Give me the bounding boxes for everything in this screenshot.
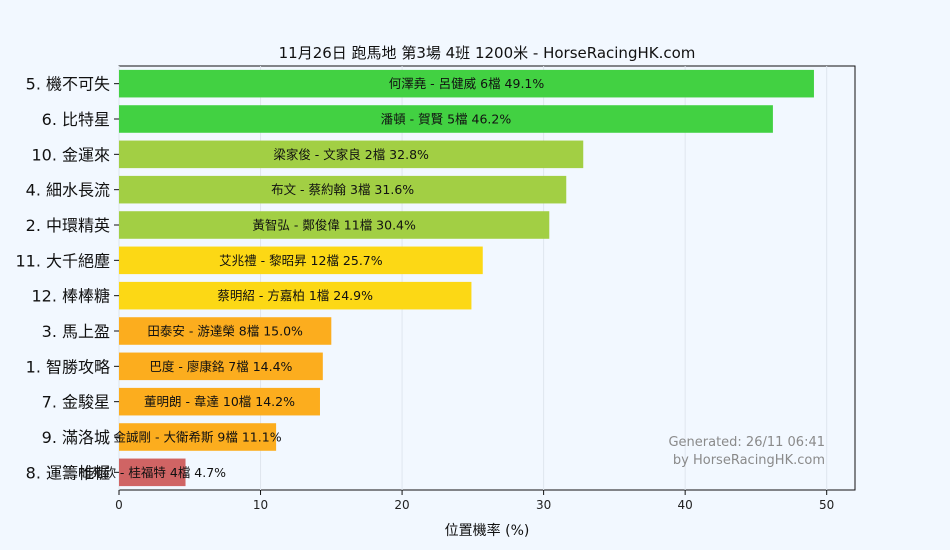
category-label: 11. 大千絕塵 <box>15 251 110 270</box>
bar-label: 何澤堯 - 呂健威 6檔 49.1% <box>389 76 545 91</box>
category-labels: 5. 機不可失 6. 比特星 10. 金運來 4. 細水長流 2. 中環精英 11. 大千… <box>15 75 119 482</box>
bar <box>119 317 332 345</box>
bar-label: 田泰安 - 游達榮 8檔 15.0% <box>147 324 303 339</box>
bar <box>119 105 773 133</box>
x-tick-label: 30 <box>536 498 551 512</box>
x-tick-label: 10 <box>253 498 268 512</box>
bar <box>119 211 550 239</box>
bar-label: 蔡明紹 - 方嘉柏 1檔 24.9% <box>217 288 373 303</box>
bar-label: 金誠剛 - 大衛希斯 9檔 11.1% <box>114 430 282 445</box>
bar <box>119 175 567 204</box>
category-label: 6. 比特星 <box>42 110 110 129</box>
chart-title: 11月26日 跑馬地 第3場 4班 1200米 - HorseRacingHK.… <box>279 44 696 62</box>
bar-label: 布文 - 蔡約翰 3檔 31.6% <box>271 182 414 197</box>
watermark-site: by HorseRacingHK.com <box>673 453 825 468</box>
bar-label: 董明朗 - 韋達 10檔 14.2% <box>144 394 295 409</box>
x-tick-label: 20 <box>394 498 409 512</box>
bar <box>119 423 277 451</box>
x-tick-label: 50 <box>819 498 834 512</box>
bar <box>119 246 483 275</box>
bars-group: 何澤堯 - 呂健威 6檔 49.1% 潘頓 - 賀賢 5檔 46.2% 梁家俊 - … <box>78 69 814 487</box>
bar-label: 杜苑欣 - 桂福特 4檔 4.7% <box>78 465 226 480</box>
bar-label: 潘頓 - 賀賢 5檔 46.2% <box>381 112 512 127</box>
x-tick-label: 0 <box>115 498 123 512</box>
category-label: 3. 馬上盈 <box>42 322 110 341</box>
watermark-generated: Generated: 26/11 06:41 <box>668 435 825 450</box>
category-label: 5. 機不可失 <box>26 75 110 94</box>
plot-area <box>118 65 856 491</box>
bar <box>119 458 186 487</box>
category-label: 12. 棒棒糖 <box>31 287 110 306</box>
bar-label: 梁家俊 - 文家良 2檔 32.8% <box>273 147 429 162</box>
bar-label: 黃智弘 - 鄭俊偉 11檔 30.4% <box>252 218 416 233</box>
category-label: 1. 智勝攻略 <box>26 357 110 376</box>
bar <box>119 140 584 169</box>
bar <box>119 69 814 98</box>
x-axis-label: 位置機率 (%) <box>445 522 530 539</box>
category-label: 10. 金運來 <box>31 145 110 164</box>
category-label: 8. 運籌帷幄 <box>26 463 110 482</box>
x-axis-ticks: 0 10 20 30 40 50 <box>115 490 834 512</box>
bar <box>119 387 320 416</box>
category-label: 7. 金駿星 <box>42 393 110 412</box>
bar-label: 巴度 - 廖康銘 7檔 14.4% <box>149 359 292 374</box>
category-label: 4. 細水長流 <box>26 181 110 200</box>
x-tick-label: 40 <box>678 498 693 512</box>
grid-lines <box>118 66 828 490</box>
bar <box>119 281 472 310</box>
bar <box>119 352 323 381</box>
bar-label: 艾兆禮 - 黎昭昇 12檔 25.7% <box>219 253 383 268</box>
category-label: 9. 滿洛城 <box>42 428 110 447</box>
category-label: 2. 中環精英 <box>26 216 110 235</box>
